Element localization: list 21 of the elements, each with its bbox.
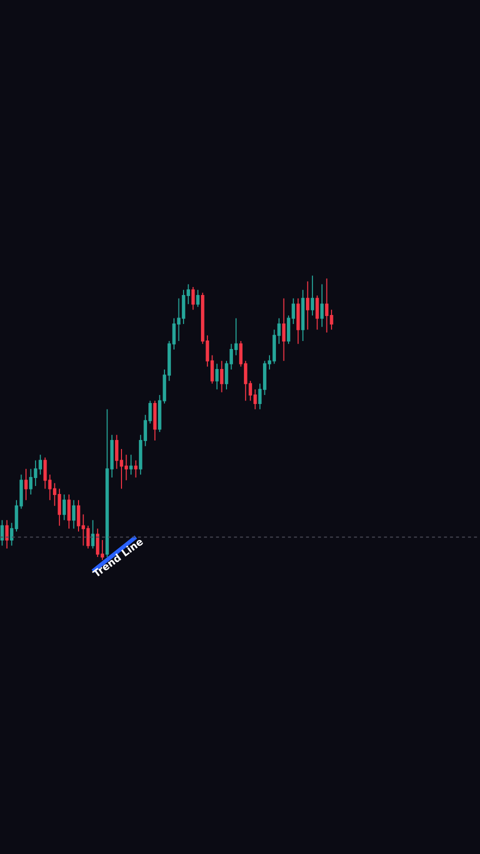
candlestick [129,454,133,476]
candlestick [24,468,28,501]
candlestick [306,280,310,330]
candlestick [0,520,4,546]
candlestick [196,289,200,308]
candlestick [220,360,224,393]
candlestick [301,289,305,342]
candlestick [62,494,66,521]
candlestick [72,500,76,530]
candlestick [215,363,219,390]
candlestick [316,295,319,330]
candlestick [310,275,314,316]
candlestick [134,460,138,478]
candlestick [296,298,300,344]
candlestick [91,520,95,549]
candlestick [153,400,157,441]
candlestick [320,284,324,328]
candlestick [282,298,286,362]
candlestick [5,520,9,549]
candlestick [191,286,195,310]
candlestick [67,494,71,530]
